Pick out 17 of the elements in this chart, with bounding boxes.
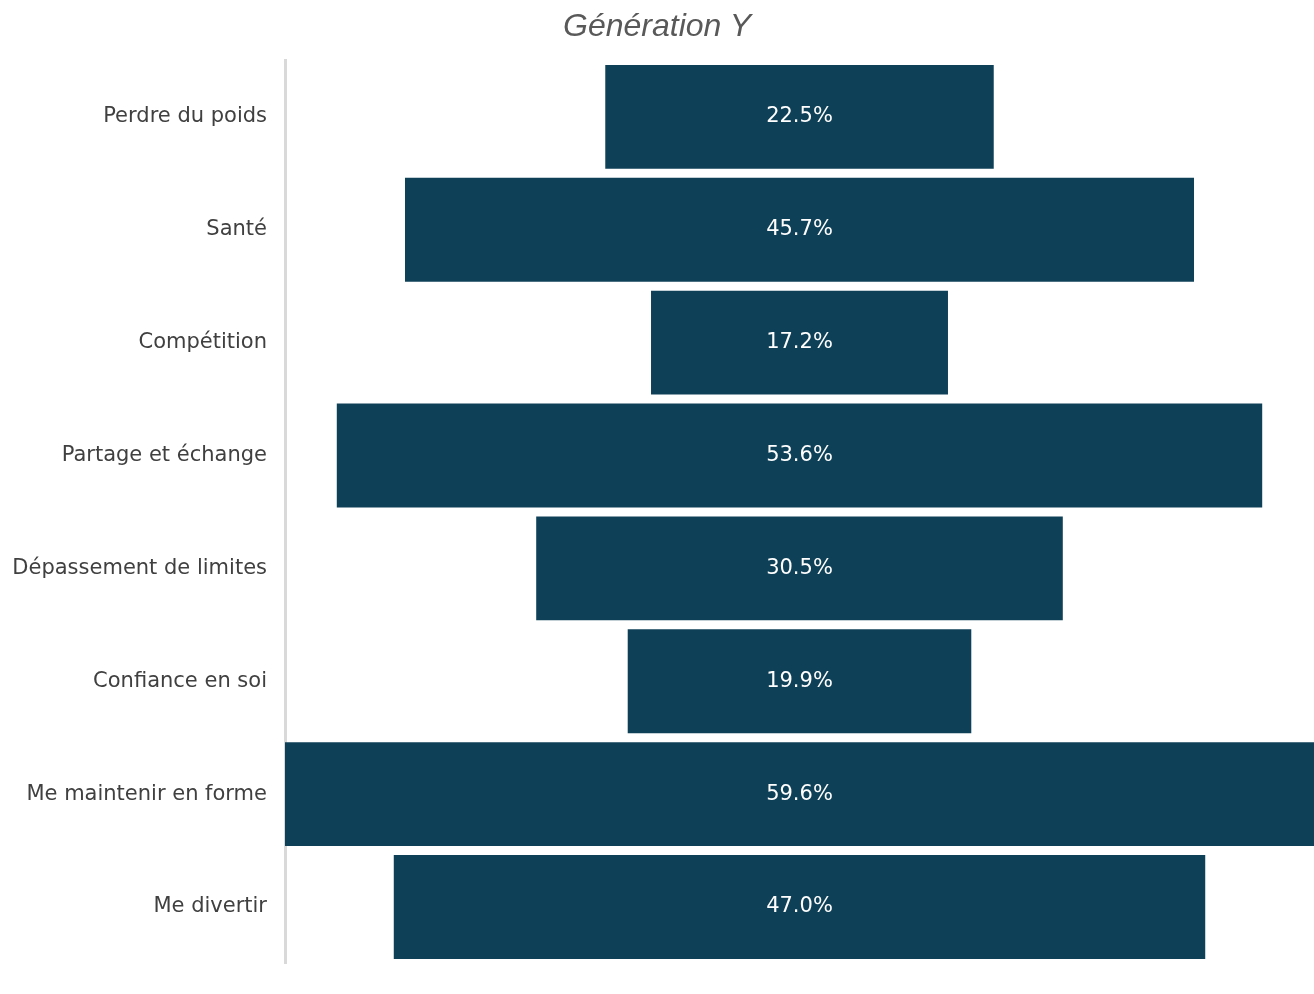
data-label: 59.6% [766, 780, 833, 805]
data-label: 45.7% [766, 216, 833, 241]
category-label: Perdre du poids [103, 103, 267, 128]
data-label: 22.5% [766, 103, 833, 128]
data-label: 17.2% [766, 329, 833, 354]
category-label: Santé [206, 216, 267, 241]
data-label: 53.6% [766, 441, 833, 466]
category-label: Confiance en soi [93, 667, 267, 692]
category-label: Partage et échange [61, 441, 267, 466]
category-label: Me maintenir en forme [26, 780, 267, 805]
data-label: 47.0% [766, 893, 833, 918]
category-label: Compétition [138, 329, 267, 354]
data-label: 30.5% [766, 554, 833, 579]
category-label: Me divertir [153, 893, 268, 918]
text: Génération Y [563, 7, 754, 44]
category-label: Dépassement de limites [12, 554, 267, 579]
data-label: 19.9% [766, 667, 833, 692]
